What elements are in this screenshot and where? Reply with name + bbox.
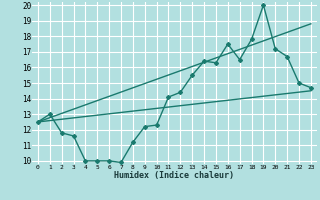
X-axis label: Humidex (Indice chaleur): Humidex (Indice chaleur) (115, 171, 234, 180)
